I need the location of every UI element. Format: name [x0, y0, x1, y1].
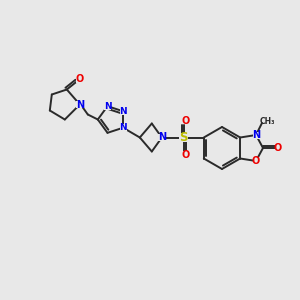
Text: N: N [252, 130, 260, 140]
FancyBboxPatch shape [76, 101, 83, 108]
Text: N: N [76, 100, 84, 110]
FancyBboxPatch shape [253, 131, 260, 139]
Text: S: S [180, 131, 188, 144]
FancyBboxPatch shape [158, 134, 165, 141]
Text: O: O [182, 149, 190, 160]
FancyBboxPatch shape [76, 76, 83, 83]
FancyBboxPatch shape [179, 133, 188, 142]
Text: N: N [119, 107, 127, 116]
FancyBboxPatch shape [182, 117, 189, 124]
Text: N: N [104, 102, 111, 111]
Text: CH₃: CH₃ [259, 116, 275, 125]
Text: N: N [158, 133, 166, 142]
FancyBboxPatch shape [120, 108, 127, 115]
FancyBboxPatch shape [274, 145, 281, 152]
Text: O: O [182, 116, 190, 125]
FancyBboxPatch shape [182, 151, 189, 158]
FancyBboxPatch shape [104, 103, 111, 110]
Text: O: O [252, 156, 260, 166]
FancyBboxPatch shape [120, 124, 127, 131]
Text: N: N [119, 123, 127, 132]
Text: O: O [274, 143, 282, 153]
FancyBboxPatch shape [253, 158, 260, 164]
Text: O: O [76, 74, 84, 85]
